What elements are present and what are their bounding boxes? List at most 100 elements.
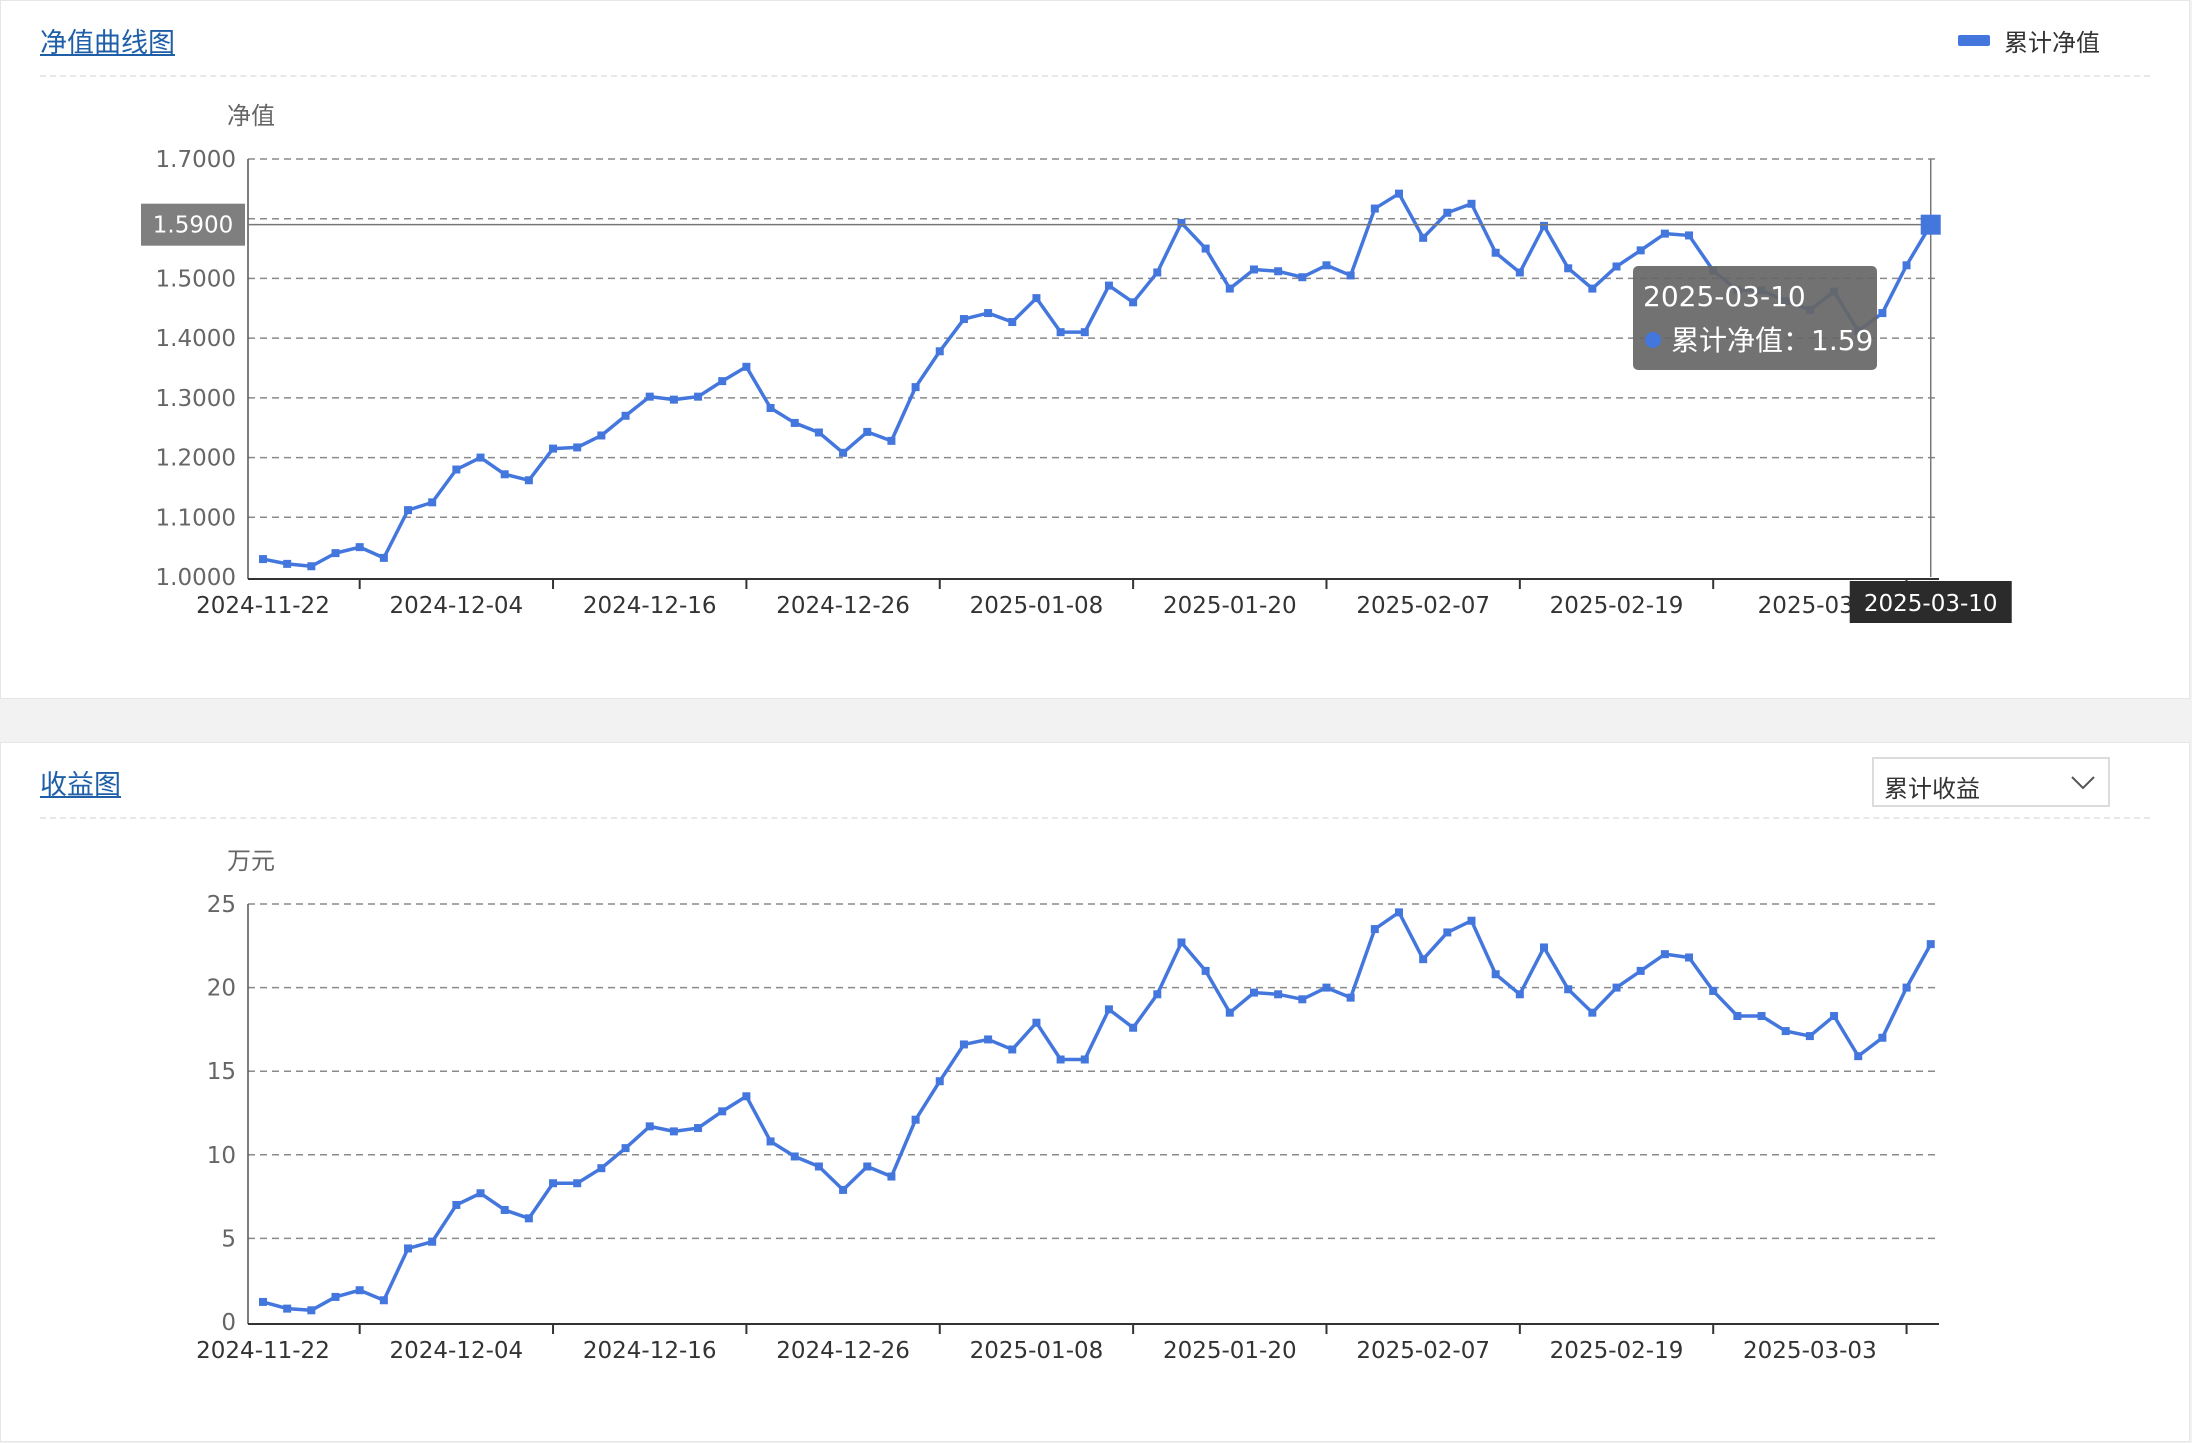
nav-line-chart[interactable]: 净值 1.0000 1.1000 1.2000 1.3000 1.4000 1.5000 1.… [1,1,2191,661]
data-point[interactable] [1515,990,1524,999]
data-point[interactable] [1201,966,1210,975]
data-point[interactable] [669,395,678,404]
data-point[interactable] [1491,970,1500,979]
data-point[interactable] [935,347,944,356]
data-point[interactable] [379,553,388,562]
data-point[interactable] [404,506,413,515]
data-point[interactable] [1032,1018,1041,1027]
data-point[interactable] [1129,1023,1138,1032]
data-point[interactable] [911,383,920,392]
data-point[interactable] [1805,1032,1814,1041]
data-point[interactable] [1056,1055,1065,1064]
data-point[interactable] [1370,204,1379,213]
data-point[interactable] [1419,233,1428,242]
data-point[interactable] [1926,940,1935,949]
data-point[interactable] [1394,908,1403,917]
data-point[interactable] [1830,1012,1839,1021]
data-point[interactable] [1346,271,1355,280]
data-point[interactable] [1322,261,1331,270]
data-point[interactable] [1491,248,1500,257]
data-point[interactable] [1177,938,1186,947]
data-point[interactable] [355,1286,364,1295]
data-point[interactable] [1636,966,1645,975]
data-point[interactable] [766,1137,775,1146]
data-point[interactable] [984,1035,993,1044]
data-point[interactable] [1878,1033,1887,1042]
nav-panel-title[interactable]: 净值曲线图 [40,28,175,59]
data-point[interactable] [694,1124,703,1133]
data-point[interactable] [984,309,993,318]
data-point[interactable] [1854,1052,1863,1061]
data-point[interactable] [863,427,872,436]
data-point[interactable] [573,1179,582,1188]
data-point[interactable] [259,555,267,564]
income-panel-title[interactable]: 收益图 [40,770,121,801]
data-point[interactable] [379,1296,388,1305]
data-point[interactable] [283,1304,292,1313]
data-point[interactable] [524,1214,533,1223]
data-point[interactable] [452,465,461,474]
data-point[interactable] [1467,916,1476,925]
data-point[interactable] [1443,928,1452,937]
data-point[interactable] [621,1144,630,1153]
data-point[interactable] [718,1107,727,1116]
data-point[interactable] [839,448,848,457]
data-point[interactable] [1394,189,1403,198]
data-point[interactable] [887,436,896,445]
data-point[interactable] [476,453,485,462]
income-line-chart[interactable]: 万元 0 5 10 15 20 25 2024-11-22 2024-12-04 2024-12-… [1,743,2191,1443]
data-point[interactable] [1540,943,1549,952]
data-point[interactable] [1225,1008,1234,1017]
data-point[interactable] [1733,1012,1742,1021]
data-point[interactable] [1298,273,1307,282]
data-point[interactable] [694,392,703,401]
data-point[interactable] [524,476,533,485]
data-point[interactable] [1104,1005,1113,1014]
data-point[interactable] [1660,229,1669,238]
data-point[interactable] [500,470,509,479]
income-type-select[interactable]: 累计收益 [1872,757,2110,807]
data-point[interactable] [1370,925,1379,934]
data-point[interactable] [645,1122,654,1131]
data-point[interactable] [814,428,823,437]
data-point[interactable] [1467,199,1476,208]
data-point[interactable] [549,1179,558,1188]
data-point[interactable] [1249,988,1258,997]
data-point[interactable] [1274,267,1283,276]
data-point[interactable] [597,1164,606,1173]
data-point[interactable] [1515,268,1524,277]
data-point[interactable] [790,418,799,427]
data-point[interactable] [1612,262,1621,271]
data-point[interactable] [742,1092,751,1101]
data-point[interactable] [1346,993,1355,1002]
data-point[interactable] [959,315,968,324]
data-point[interactable] [814,1162,823,1171]
data-point[interactable] [1129,298,1138,307]
data-point[interactable] [1419,955,1428,964]
data-point[interactable] [1540,221,1549,230]
data-point[interactable] [935,1077,944,1086]
data-point[interactable] [1153,268,1162,277]
data-point[interactable] [645,392,654,401]
data-point[interactable] [1104,281,1113,290]
data-point[interactable] [500,1205,509,1214]
data-point[interactable] [911,1115,920,1124]
data-point[interactable] [1902,983,1911,992]
data-point[interactable] [1564,985,1573,994]
data-point[interactable] [863,1162,872,1171]
data-point[interactable] [1781,1027,1790,1036]
data-point[interactable] [621,411,630,420]
data-point[interactable] [790,1152,799,1161]
data-point[interactable] [597,431,606,440]
data-point[interactable] [1225,284,1234,293]
data-point[interactable] [1201,244,1210,253]
data-point[interactable] [1685,231,1694,240]
data-point[interactable] [283,559,292,568]
data-point[interactable] [1080,1055,1089,1064]
data-point[interactable] [1274,990,1283,999]
data-point[interactable] [1757,1012,1766,1021]
data-point[interactable] [259,1297,267,1306]
data-point[interactable] [1177,218,1186,227]
data-point[interactable] [766,404,775,413]
data-point[interactable] [355,543,364,552]
